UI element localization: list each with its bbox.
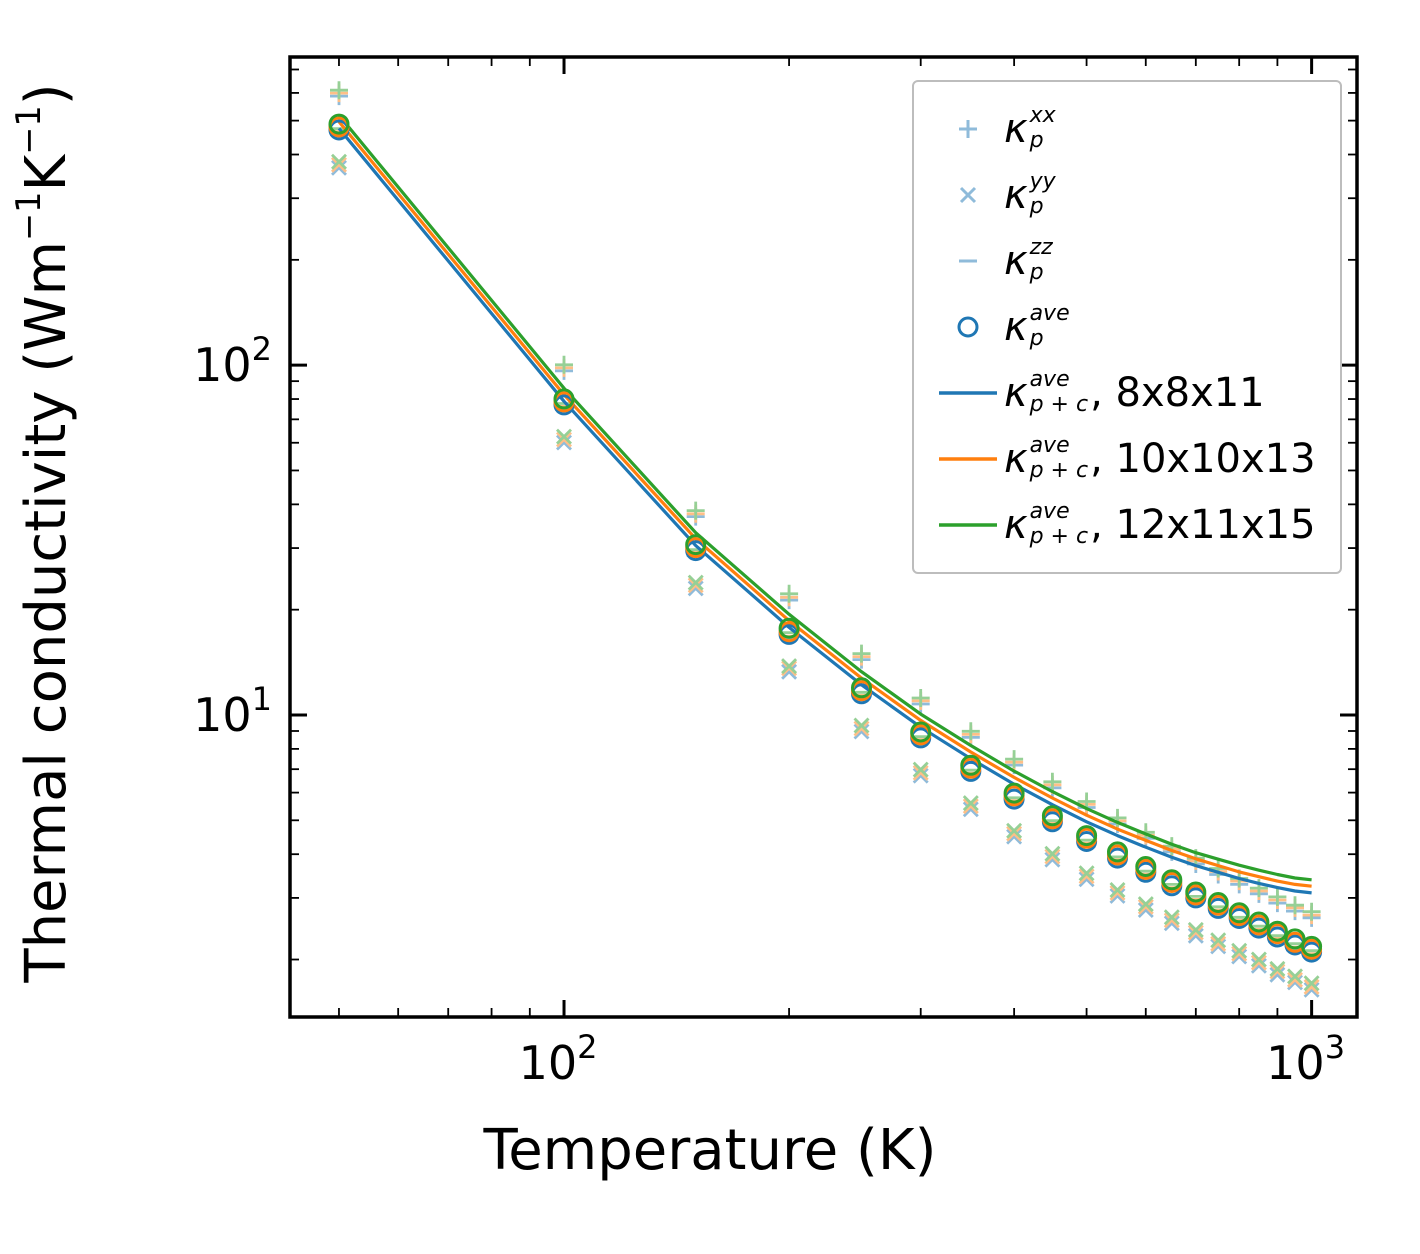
legend-symbol [932,178,1004,212]
line-swatch-icon [939,457,997,461]
y-tick-label: 102 [193,330,272,392]
legend-label: κ ave p + c, 8x8x11 [1004,367,1265,417]
legend-symbol [932,508,1004,542]
legend-symbol [932,244,1004,278]
legend-label: κ ave p + c, 12x11x15 [1004,499,1316,549]
circle-marker-icon [957,316,979,338]
x-marker-icon [959,186,977,204]
minus-marker-icon [959,259,977,263]
line-swatch-icon [939,391,997,395]
legend-label: κ zz p [1004,235,1053,285]
legend-label: κ ave p + c, 10x10x13 [1004,433,1316,483]
line-swatch-icon [939,523,997,527]
legend-item: κ ave p + c, 8x8x11 [932,360,1322,426]
series-kappa-p-ave-12x11x15 [328,113,1323,957]
legend-item: κ yy p [932,162,1322,228]
series-kappa-p-yy-12x11x15 [331,153,1320,992]
legend: κ xx p κ yy p κ zz p κ ave p κ ave p + c, 8x8x11 κ ave p … [912,80,1342,574]
series-kappa-p-yy-10x10x13 [331,156,1320,995]
x-axis-label: Temperature (K) [483,1118,937,1183]
y-tick-label: 101 [193,680,272,742]
legend-symbol [932,376,1004,410]
legend-label: κ ave p [1004,301,1070,351]
legend-item: κ xx p [932,96,1322,162]
legend-item: κ ave p [932,294,1322,360]
legend-symbol [932,442,1004,476]
legend-item: κ ave p + c, 12x11x15 [932,492,1322,558]
series-kappa-p-plus-c-ave-12x11x15 [337,114,1312,882]
legend-item: κ ave p + c, 10x10x13 [932,426,1322,492]
x-tick-label: 102 [519,1028,598,1090]
series-kappa-p-plus-c-ave-8x8x11 [337,127,1312,895]
y-axis-label: Thermal conductivity (Wm−1K−1) [9,83,79,983]
plot-frame [288,55,1359,1019]
legend-symbol [932,112,1004,146]
legend-label: κ xx p [1004,103,1056,153]
legend-symbol [932,310,1004,344]
legend-label: κ yy p [1004,169,1056,219]
series-kappa-p-yy-8x8x11 [331,159,1320,998]
series-kappa-p-xx-12x11x15 [330,81,1321,921]
plus-marker-icon [959,120,977,138]
series-kappa-p-plus-c-ave-10x10x13 [337,120,1312,888]
x-tick-label: 103 [1266,1028,1345,1090]
legend-item: κ zz p [932,228,1322,294]
